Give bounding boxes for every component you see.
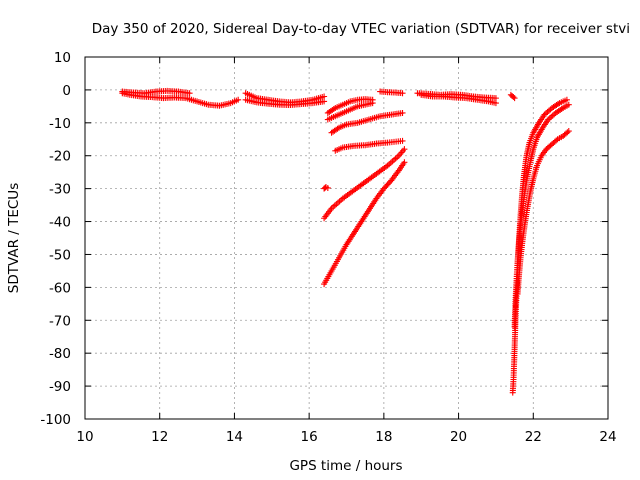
x-axis-label: GPS time / hours [289, 458, 402, 474]
y-tick-label: -50 [49, 247, 71, 263]
data-point [324, 184, 331, 191]
data-point [492, 100, 499, 107]
series-arc-10 [321, 146, 408, 222]
series-arc-6 [324, 100, 376, 123]
series-arc-5 [324, 96, 376, 116]
data-point [401, 146, 408, 153]
series-arc-4 [242, 96, 328, 109]
y-tick-label: -30 [49, 182, 71, 198]
x-tick-label: 20 [450, 429, 467, 445]
y-axis-label: SDTVAR / TECUs [6, 183, 22, 293]
y-tick-label: 0 [62, 83, 71, 99]
data-point [564, 129, 571, 136]
x-tick-label: 22 [525, 429, 542, 445]
y-tick-label: -90 [49, 379, 71, 395]
data-point [399, 90, 406, 97]
x-tick-label: 18 [375, 429, 392, 445]
series-arc-18 [514, 128, 572, 297]
series-arc-1 [119, 90, 242, 109]
data-point [553, 137, 560, 144]
data-point [321, 98, 328, 105]
y-tick-label: -60 [49, 280, 71, 296]
y-tick-label: -20 [49, 149, 71, 165]
y-tick-label: -80 [49, 346, 71, 362]
x-tick-labels: 10 12 14 16 18 20 22 24 [76, 429, 616, 445]
series-arc-2 [119, 87, 193, 97]
series-arc-15 [507, 91, 518, 102]
data-series [119, 87, 572, 396]
y-tick-label: -10 [49, 116, 71, 132]
y-tick-label: -70 [49, 313, 71, 329]
data-point [369, 100, 376, 107]
y-tick-label: -40 [49, 215, 71, 231]
y-tick-labels: 10 0 -10 -20 -30 -40 -50 -60 -70 -80 -90 -100 [40, 50, 71, 428]
series-arc-12 [377, 88, 406, 97]
series-arc-8 [332, 137, 406, 154]
data-point [511, 95, 518, 102]
data-point [387, 178, 394, 185]
data-point [510, 94, 517, 101]
chart-title: Day 350 of 2020, Sidereal Day-to-day VTE… [92, 21, 630, 37]
data-point [563, 96, 570, 103]
series-arc-11 [321, 159, 408, 288]
plot-frame [84, 56, 609, 420]
y-tick-label: -100 [40, 412, 71, 428]
x-tick-label: 10 [76, 429, 93, 445]
x-tick-label: 14 [226, 429, 243, 445]
x-tick-label: 24 [599, 429, 616, 445]
data-point [186, 90, 193, 97]
series-arc-7 [328, 109, 406, 136]
x-tick-label: 12 [151, 429, 168, 445]
series-arc-17 [511, 101, 572, 330]
data-point [399, 137, 406, 144]
x-tick-label: 16 [301, 429, 318, 445]
y-tick-label: 10 [54, 50, 71, 66]
data-point [565, 101, 572, 108]
series-arc-9 [321, 183, 331, 192]
data-point [401, 159, 408, 166]
data-point [235, 96, 242, 103]
data-point [399, 109, 406, 116]
axis-ticks [84, 56, 609, 420]
series-arc-14 [418, 91, 499, 107]
data-point [565, 128, 572, 135]
